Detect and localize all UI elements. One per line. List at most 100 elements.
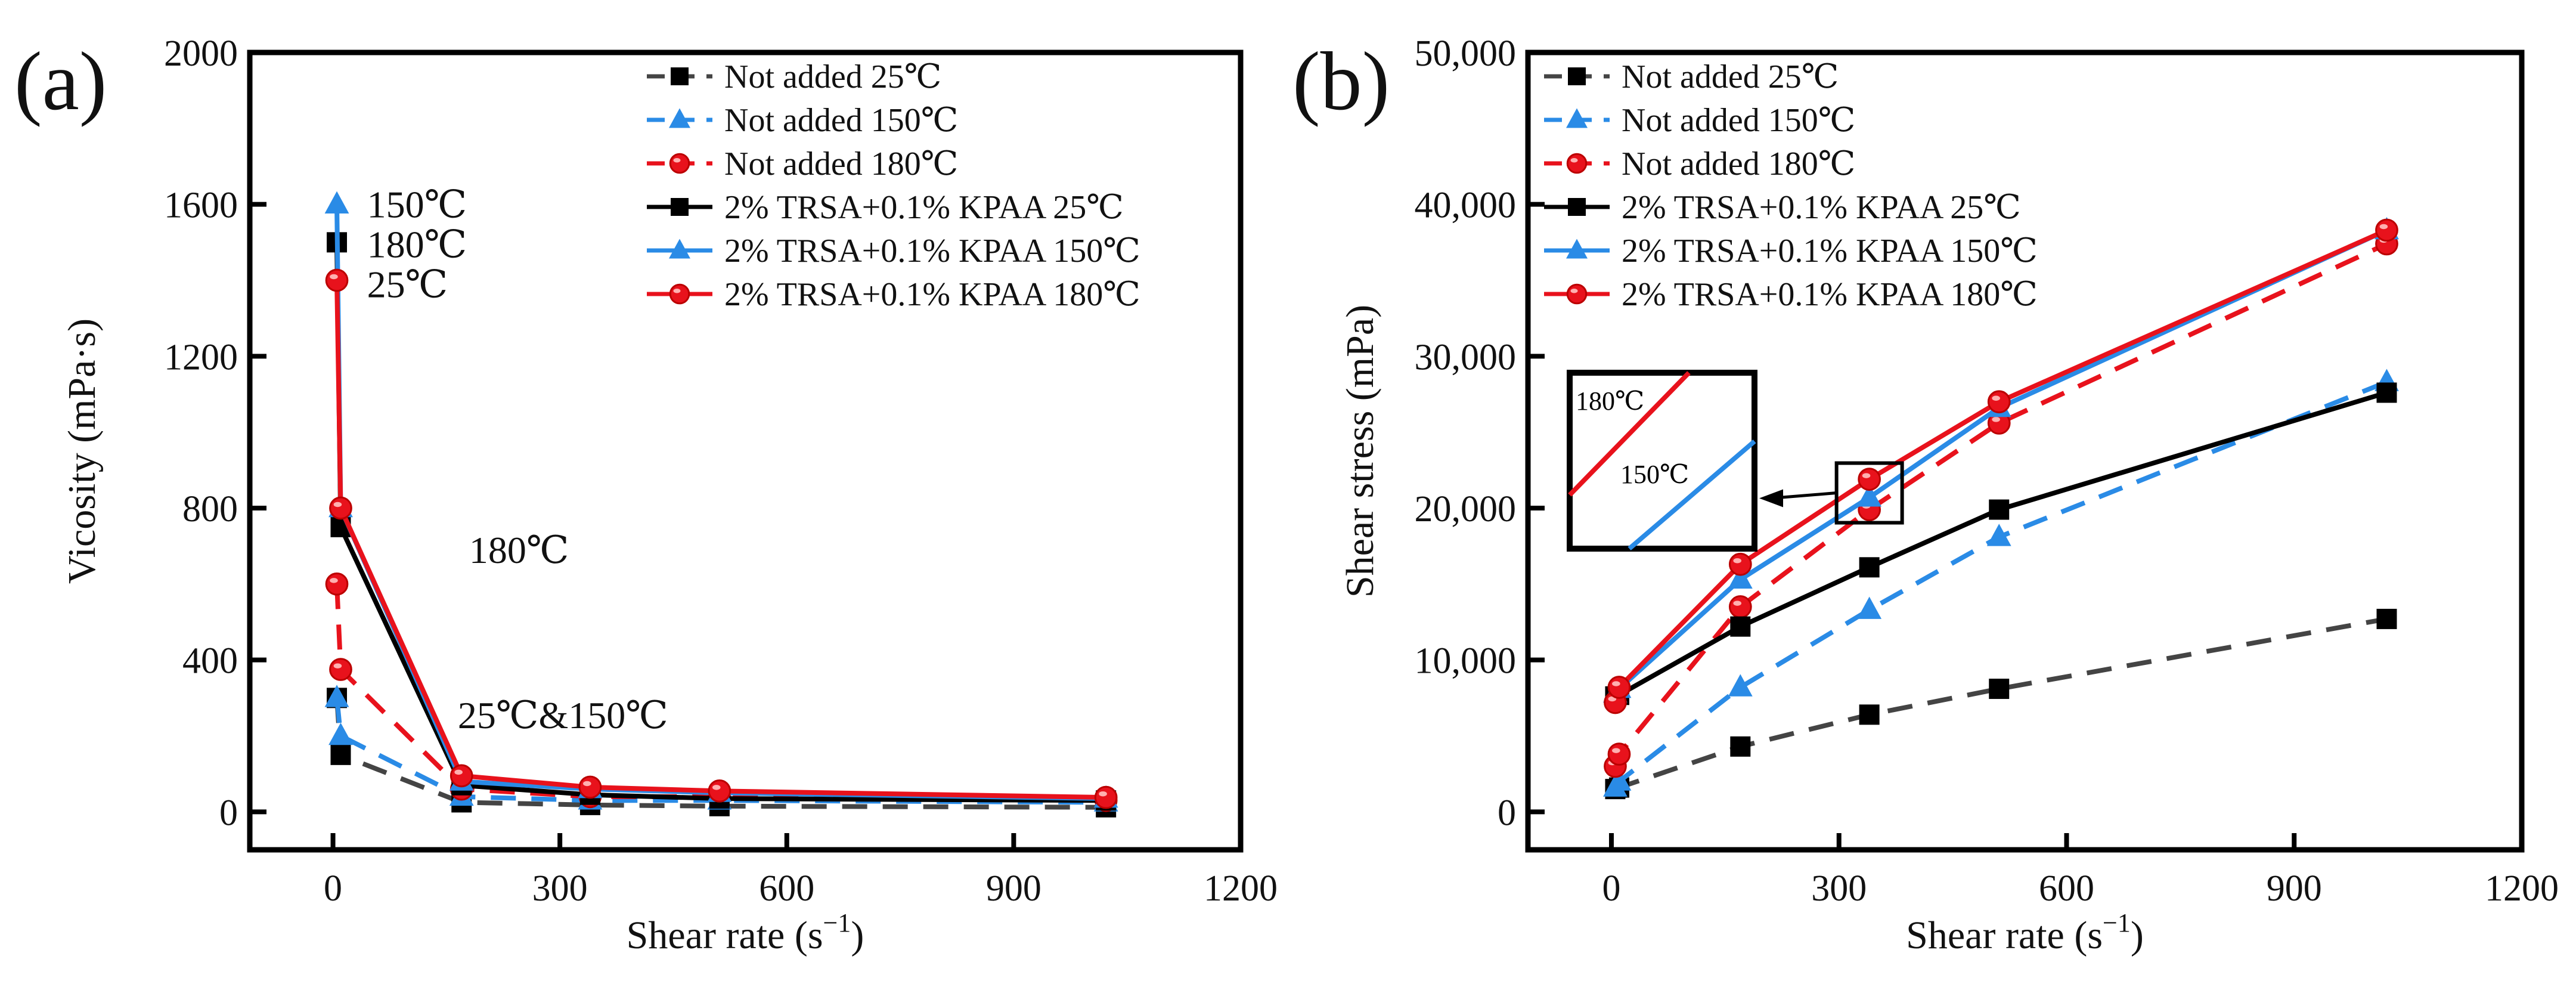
data-point-highlight [1612,748,1620,753]
data-point-square [671,67,689,85]
data-point-triangle [1857,484,1882,507]
data-point-highlight [1992,395,2000,401]
annotation: 25℃&150℃ [458,694,668,736]
data-point-square [1568,67,1586,85]
data-point-highlight [1099,791,1107,797]
data-point-triangle [669,239,690,259]
data-point-circle [669,283,690,305]
data-point-triangle [1566,108,1588,128]
x-tick-label: 0 [1602,868,1620,909]
annotation: 25℃ [367,263,448,305]
x-axis-label-close: ) [851,914,864,957]
x-tick-label: 900 [2267,868,2322,909]
inset-arrowhead [1759,489,1783,507]
y-tick-label: 2000 [164,33,238,74]
x-axis-label-text: Shear rate (s [627,914,823,957]
chart-panel-a: (a) 0 400 800 1200 1600 2000 0 300 600 900 1200 Shea… [14,33,1278,957]
data-point-circle [1728,552,1752,576]
data-point-highlight [1570,158,1578,163]
inset-label-180: 180℃ [1576,386,1644,416]
y-tick-label: 50,000 [1415,33,1517,74]
x-tick-label: 600 [2039,868,2094,909]
data-point-highlight [2379,224,2388,230]
data-point-square [1859,704,1880,725]
data-point-highlight [333,663,342,669]
data-point-circle [1094,785,1118,809]
data-point-triangle [324,191,349,213]
data-point-triangle [1986,524,2011,546]
data-point-triangle [1857,596,1882,619]
annotation: 180℃ [469,529,569,571]
data-point-square [2376,382,2397,403]
inset-arrow [1778,491,1837,500]
legend-label: Not added 150℃ [724,102,958,139]
y-tick-label: 30,000 [1415,337,1517,377]
y-axis-label: Vicosity (mPa·s) [60,318,104,584]
data-point-highlight [583,781,591,787]
data-point-square [1859,557,1880,578]
data-point-circle [1566,283,1588,305]
panel-label: (a) [14,35,107,128]
x-tick-label: 600 [759,868,814,909]
data-point-square [1989,499,2010,520]
y-tick-label: 40,000 [1415,185,1517,226]
inset-label-150: 150℃ [1620,460,1689,489]
data-point-triangle [1728,566,1753,589]
y-tick-label: 0 [219,793,238,833]
y-tick-label: 0 [1498,793,1516,833]
legend-label: Not added 150℃ [1622,102,1855,139]
data-point-circle [1728,595,1752,618]
legend-label: 2% TRSA+0.1% KPAA 25℃ [1622,189,2021,226]
data-point-highlight [673,289,681,293]
data-point-circle [1607,676,1631,699]
data-point-triangle [1566,239,1588,259]
data-point-circle [329,658,352,681]
panel-label: (b) [1292,35,1390,128]
legend-label: Not added 180℃ [1622,146,1855,182]
data-point-circle [329,496,352,520]
x-tick-label: 0 [324,868,342,909]
x-tick-label: 300 [532,868,588,909]
data-point-circle [450,764,473,788]
data-point-circle [2375,218,2398,242]
x-tick-label: 1200 [2485,868,2559,909]
y-tick-label: 1200 [164,337,238,377]
data-point-square [330,744,351,765]
legend-label: Not added 25℃ [724,58,941,95]
legend-label: 2% TRSA+0.1% KPAA 180℃ [1622,276,2038,313]
y-tick-label: 10,000 [1415,641,1517,682]
data-point-square [2376,608,2397,629]
inset-red-line [1568,371,1691,497]
x-tick-label: 1200 [1204,868,1278,909]
data-point-highlight [673,158,681,163]
data-point-square [1568,198,1586,216]
legend-label: 2% TRSA+0.1% KPAA 150℃ [1622,233,2038,270]
chart-panel-b: (b) 0 10,000 20,000 30,000 40,000 50,000 0 300 60… [1292,33,2559,957]
data-point-highlight [1570,289,1578,293]
x-tick-label: 300 [1811,868,1867,909]
data-point-highlight [454,769,463,775]
plot-frame [1525,49,2525,853]
y-axis-label: Shear stress (mPa) [1338,305,1382,598]
data-point-triangle [1728,674,1753,697]
data-point-circle [1987,390,2011,414]
data-point-circle [1858,468,1881,491]
data-point-highlight [712,785,721,790]
annotation: 180℃ [367,224,467,266]
data-point-highlight [330,274,338,280]
x-tick-label: 900 [986,868,1041,909]
data-point-square [1989,679,2010,700]
data-point-square [1730,736,1751,757]
data-point-highlight [333,502,342,507]
y-tick-label: 400 [182,641,238,682]
inset-blue-line [1628,439,1756,551]
data-point-circle [325,572,349,596]
y-tick-label: 20,000 [1415,489,1517,530]
data-point-triangle [1607,768,1632,791]
legend-label: 2% TRSA+0.1% KPAA 25℃ [724,189,1124,226]
legend-label: Not added 25℃ [1622,58,1839,95]
x-axis-label: Shear rate (s−1) [1906,908,2144,957]
data-point-circle [708,779,731,803]
x-axis-label-superscript: −1 [823,908,851,937]
